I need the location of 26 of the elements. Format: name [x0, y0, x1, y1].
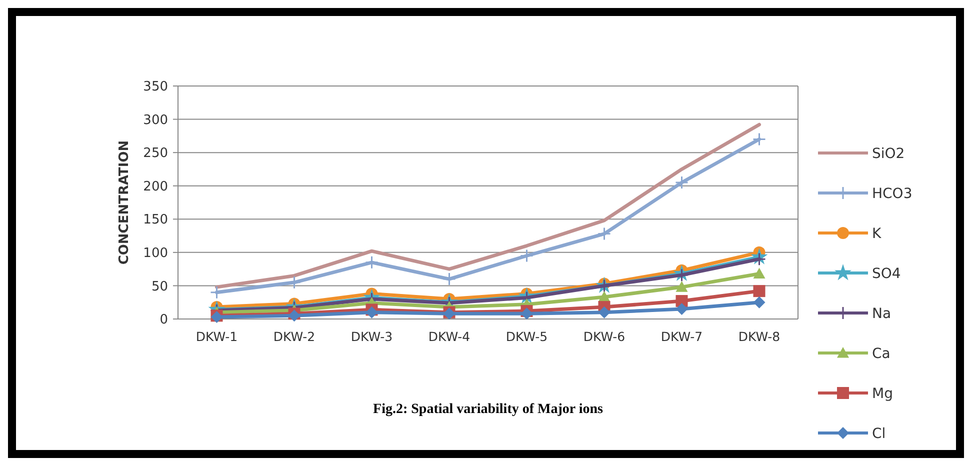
- y-tick-label: 250: [143, 146, 168, 162]
- x-tick-label: DKW-8: [738, 329, 780, 344]
- x-tick-label: DKW-2: [273, 329, 316, 344]
- x-tick-label: DKW-7: [660, 329, 703, 344]
- x-tick-label: DKW-6: [583, 329, 626, 344]
- y-tick-label: 50: [151, 279, 168, 294]
- y-tick-label: 300: [143, 112, 168, 128]
- legend-label: SiO2: [872, 146, 905, 162]
- legend-label: K: [872, 226, 882, 242]
- y-tick-label: 150: [143, 212, 168, 228]
- text: Fig.2: Spatial variability of Major ions: [373, 402, 604, 417]
- y-tick-label: 350: [143, 80, 168, 95]
- y-tick-label: 0: [160, 312, 168, 328]
- legend-label: SO4: [872, 266, 901, 282]
- x-tick-label: DKW-3: [350, 329, 393, 344]
- legend-label: Ca: [872, 346, 890, 362]
- x-tick-label: DKW-4: [428, 329, 470, 344]
- x-tick-label: DKW-5: [506, 329, 548, 344]
- legend-label: Cl: [872, 426, 886, 442]
- legend-label: Mg: [872, 386, 893, 402]
- y-tick-label: 100: [143, 246, 168, 261]
- y-tick-label: 200: [143, 179, 168, 194]
- y-axis-title: CONCENTRATION: [117, 140, 132, 265]
- x-tick-label: DKW-1: [196, 329, 238, 344]
- legend-label: HCO3: [872, 186, 912, 202]
- legend-label: Na: [872, 306, 892, 322]
